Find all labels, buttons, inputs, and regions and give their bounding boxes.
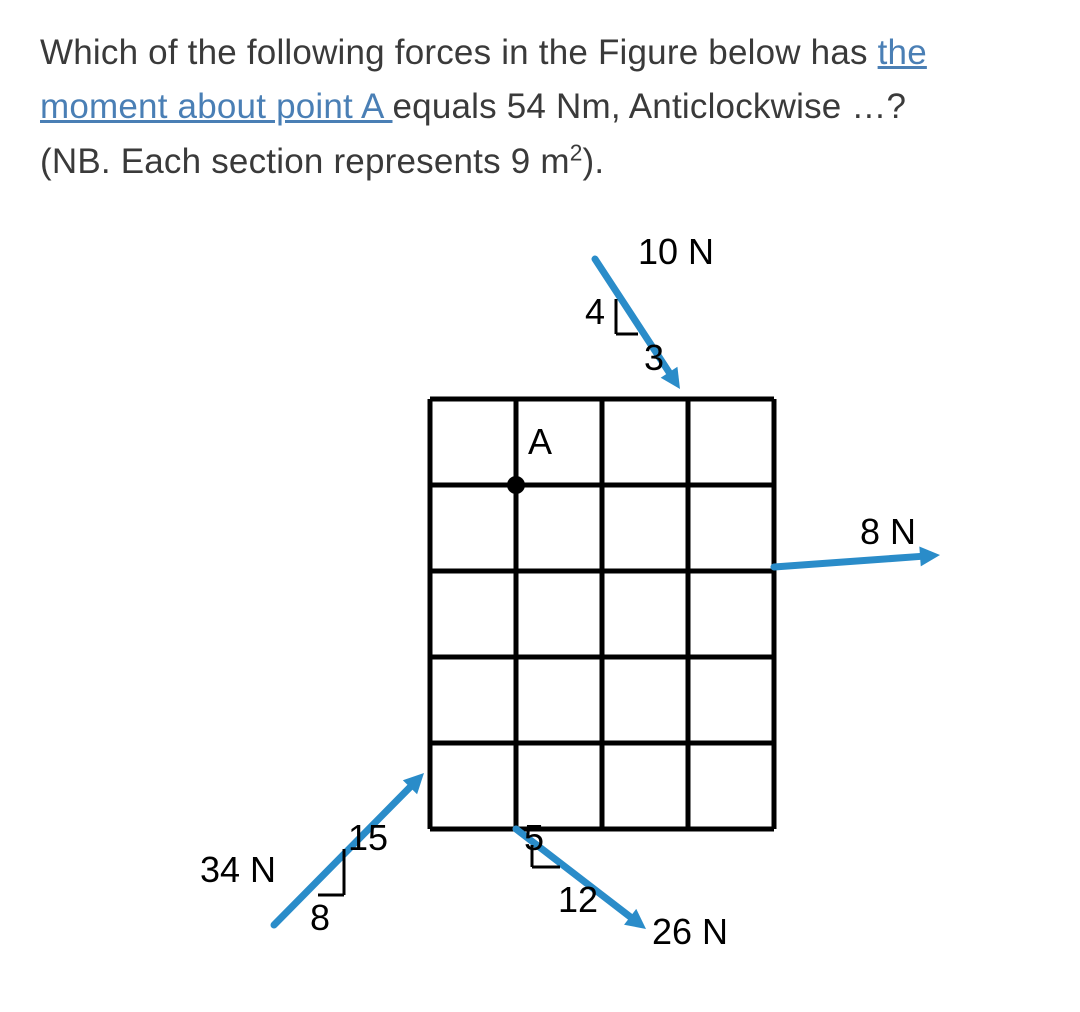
label-slope-26n-run: 12 <box>558 879 598 921</box>
label-force-26n: 26 N <box>652 911 728 953</box>
q-line2-rest: equals 54 Nm, Anticlockwise …? <box>393 87 907 126</box>
label-point-a: A <box>528 421 552 463</box>
question-container: Which of the following forces in the Fig… <box>0 0 1080 975</box>
question-text: Which of the following forces in the Fig… <box>40 26 1040 189</box>
label-force-10n: 10 N <box>638 231 714 273</box>
q-sup: 2 <box>570 139 583 165</box>
q-link2[interactable]: moment about point A <box>40 87 393 126</box>
label-slope-10n-rise: 4 <box>585 291 605 333</box>
q-line3-suffix: ). <box>583 142 605 181</box>
label-slope-34n-run: 8 <box>310 897 330 939</box>
label-force-8n: 8 N <box>860 511 916 553</box>
label-slope-26n-rise: 5 <box>524 817 544 859</box>
label-slope-34n-rise: 15 <box>348 817 388 859</box>
q-line3-prefix: (NB. Each section represents 9 m <box>40 142 570 181</box>
q-link1[interactable]: the <box>878 33 927 72</box>
label-force-34n: 34 N <box>200 849 276 891</box>
figure-area: A 10 N 4 3 8 N 34 N 15 8 26 N 5 12 <box>40 229 1040 949</box>
q-line1-prefix: Which of the following forces in the Fig… <box>40 33 878 72</box>
label-slope-10n-run: 3 <box>644 337 664 379</box>
